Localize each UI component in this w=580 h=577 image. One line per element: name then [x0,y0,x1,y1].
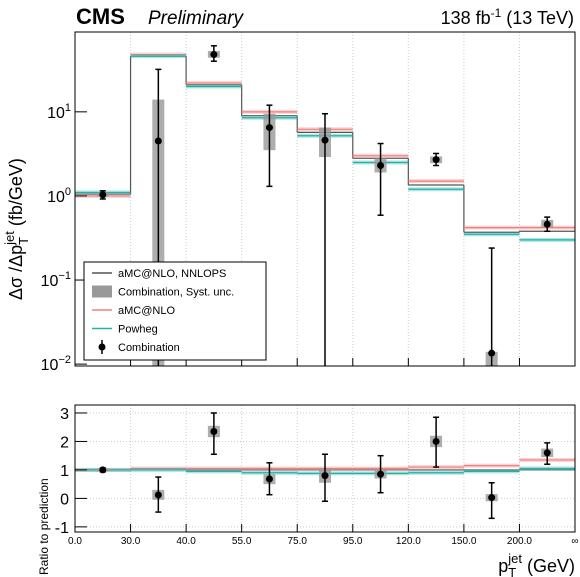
data-point [265,124,273,132]
y-tick-label: 3 [60,406,69,423]
main-panel [75,32,575,366]
data-point [543,220,551,228]
y-tick-base: 10 [41,357,59,374]
ratio-y-label: Ratio to prediction [37,478,51,575]
lumi: 138 fb-1 (13 TeV) [441,6,574,28]
data-point [99,191,107,199]
x-tick-label: ∞ [571,536,578,547]
y-tick-base: 10 [41,273,59,290]
x-tick-label: 150.0 [451,536,476,547]
experiment: CMS [76,4,125,29]
lumi-sup: -1 [491,6,502,20]
data-point [99,466,107,474]
y-axis-label: Δσ /ΔpTjet (fb/GeV) [2,158,31,300]
data-point [432,437,440,445]
y-label-unit: (fb/GeV) [6,158,26,231]
legend-swatch [98,343,106,351]
legend-box [83,261,267,361]
y-tick-exp: −1 [58,270,71,282]
data-point [488,349,496,357]
x-label-unit: (GeV) [522,556,575,576]
y-tick-label: 1 [60,463,69,480]
x-tick-label: 30.0 [121,536,141,547]
y-tick-label: 2 [60,434,69,451]
data-point [321,472,329,480]
x-tick-label: 40.0 [176,536,196,547]
legend-label: Combination, Syst. unc. [118,287,234,299]
status: Preliminary [148,8,245,29]
lumi-text: 138 fb [441,8,491,28]
legend-swatch [92,285,112,298]
x-tick-label: 0.0 [68,536,82,547]
y-tick-label: 101 [47,102,71,122]
data-point [488,494,496,502]
lumi-tail: (13 TeV) [501,8,574,28]
x-tick-label: 75.0 [287,536,307,547]
data-point [543,449,551,457]
legend-label: aMC@NLO [118,305,175,317]
y-tick-exp: −2 [58,354,71,366]
data-point [432,156,440,164]
y-tick-label: -1 [55,520,69,537]
x-tick-label: 95.0 [343,536,363,547]
y-tick-exp: 1 [65,102,71,114]
data-point [154,491,162,499]
y-tick-exp: 0 [65,186,71,198]
y-tick-base: 10 [47,189,65,206]
legend-label: Powheg [118,324,158,336]
x-axis-label: pTjet (GeV) [498,551,575,577]
legend-label: aMC@NLO, NNLOPS [118,268,226,280]
main-frame [74,31,576,367]
data-point [265,475,273,483]
ratio-frame [74,404,576,533]
x-tick-label: 200.0 [507,536,532,547]
data-point [377,162,385,170]
ratio-panel [75,405,575,532]
x-label-sub: T [508,565,516,577]
legend-label: Combination [118,342,180,354]
y-tick-label: 100 [47,186,71,206]
y-tick-base: 10 [47,105,65,122]
y-tick-label: 10−1 [41,270,71,290]
data-point [210,51,218,59]
data-point [154,137,162,145]
y-label-sub: T [16,237,31,245]
y-tick-label: 10−2 [41,354,71,374]
data-point [210,427,218,435]
x-label-sup: jet [507,551,522,566]
x-tick-label: 120.0 [396,536,421,547]
x-tick-label: 55.0 [232,536,252,547]
x-label-main: p [498,556,508,576]
y-label-sup: jet [2,231,17,246]
data-point [377,470,385,478]
y-tick-label: 0 [60,491,69,508]
data-point [321,136,329,144]
y-label-main: Δσ /Δp [6,245,26,300]
